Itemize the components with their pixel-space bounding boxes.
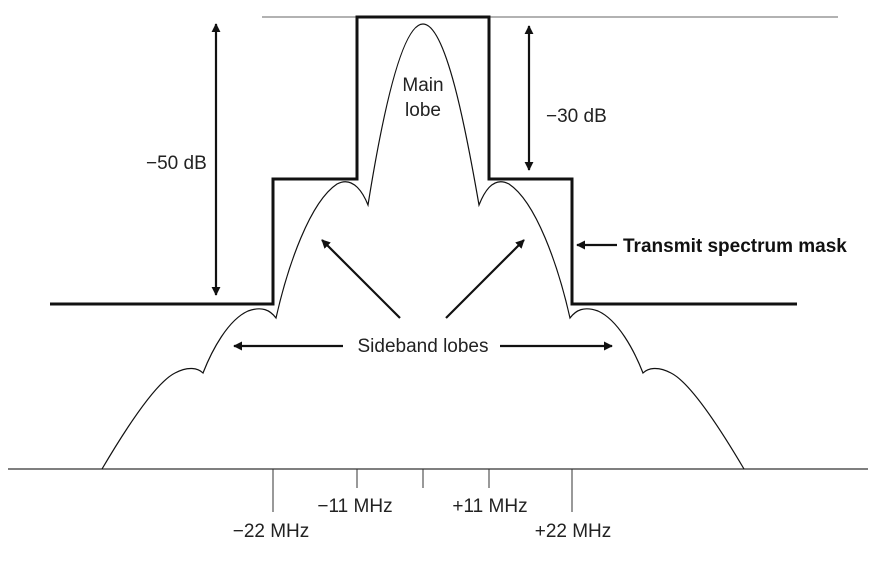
sideband-lobes-label: Sideband lobes: [358, 336, 489, 357]
freq-label-plus-11: +11 MHz: [452, 496, 527, 517]
spectrum-curve: [101, 23, 745, 470]
freq-label-minus-11: −11 MHz: [317, 496, 392, 517]
transmit-spectrum-mask: [50, 15, 797, 306]
sideband-arrow-upper-left: [321, 239, 401, 319]
freq-label-plus-22: +22 MHz: [535, 521, 612, 542]
minus-30-db-label: −30 dB: [546, 106, 607, 127]
main-lobe-label-line1: Main: [402, 75, 443, 96]
transmit-spectrum-mask-label: Transmit spectrum mask: [623, 236, 847, 257]
minus-50-db-label: −50 dB: [146, 153, 207, 174]
main-lobe-label-line2: lobe: [405, 100, 441, 121]
sideband-arrow-upper-right: [445, 239, 525, 319]
freq-label-minus-22: −22 MHz: [233, 521, 310, 542]
